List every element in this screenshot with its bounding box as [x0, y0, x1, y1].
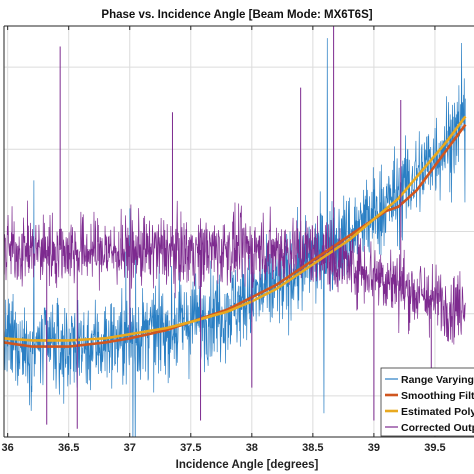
x-tick-label: 39: [368, 442, 380, 454]
chart-title: Phase vs. Incidence Angle [Beam Mode: MX…: [101, 9, 372, 21]
x-tick-label: 36.5: [58, 442, 79, 454]
series-line: [4, 115, 467, 342]
legend: Range Varying I Smoothing Filte Estimated …: [380, 367, 474, 437]
series-line: [4, 200, 466, 345]
x-tick-label: 37.5: [180, 442, 201, 454]
x-tick-label: 38.5: [302, 442, 323, 454]
x-tick-label: 36: [2, 442, 14, 454]
axes: [3, 25, 474, 438]
x-tick-label: 39.5: [424, 442, 445, 454]
legend-entry: Smoothing Filte: [401, 390, 474, 402]
series-line: [4, 38, 466, 437]
series-line: [4, 123, 467, 348]
x-tick-label: 37: [124, 442, 136, 454]
legend-entry: Corrected Outpu: [401, 422, 474, 434]
x-axis-title: Incidence Angle [degrees]: [176, 459, 319, 471]
legend-entry: Estimated Polyn: [401, 406, 474, 418]
x-tick-label: 38: [246, 442, 258, 454]
x-ticks: 36 36.5 37 37.5 38 38.5 39 39.5: [2, 26, 446, 454]
legend-entry: Range Varying I: [401, 374, 474, 386]
plot-area: [4, 26, 467, 437]
